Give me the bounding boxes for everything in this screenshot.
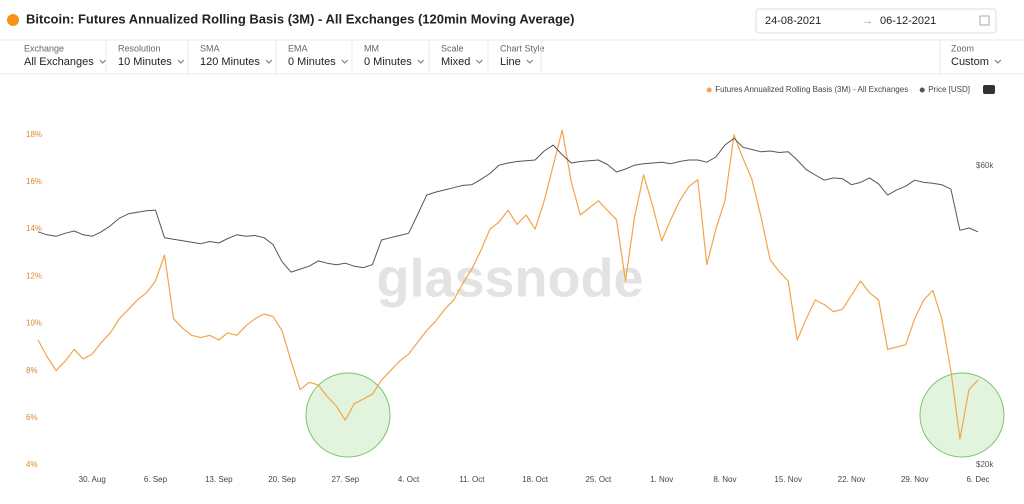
y-tick-label: 16% xyxy=(26,177,42,186)
legend-swatch xyxy=(706,87,712,93)
date-to[interactable]: 06-12-2021 xyxy=(880,15,936,27)
control-value[interactable]: 0 Minutes xyxy=(288,56,336,68)
calendar-icon[interactable] xyxy=(979,15,990,26)
dropdown-caret xyxy=(99,59,107,64)
highlight-circle xyxy=(919,372,1005,458)
control-value[interactable]: 10 Minutes xyxy=(118,56,172,68)
dropdown-caret xyxy=(994,59,1002,64)
y-tick-label: 8% xyxy=(26,366,38,375)
date-range[interactable] xyxy=(755,8,997,34)
y2-tick-label: $60k xyxy=(976,161,994,170)
x-tick-label: 15. Nov xyxy=(774,475,802,484)
y-tick-label: 6% xyxy=(26,413,38,422)
camera-icon[interactable] xyxy=(983,85,995,94)
x-tick-label: 20. Sep xyxy=(268,475,296,484)
series-line xyxy=(37,129,979,440)
x-tick-label: 6. Sep xyxy=(144,475,168,484)
x-tick-label: 6. Dec xyxy=(966,475,989,484)
x-tick-label: 30. Aug xyxy=(79,475,106,484)
control-label: SMA xyxy=(200,43,220,53)
x-tick-label: 22. Nov xyxy=(838,475,866,484)
control-label: Resolution xyxy=(118,43,161,53)
watermark: glassnode xyxy=(376,248,643,308)
y2-tick-label: $20k xyxy=(976,460,994,469)
control-value[interactable]: Mixed xyxy=(441,56,470,68)
chart-title: Bitcoin: Futures Annualized Rolling Basi… xyxy=(26,11,575,26)
dropdown-caret xyxy=(177,59,185,64)
x-tick-label: 11. Oct xyxy=(459,475,485,484)
y-tick-label: 18% xyxy=(26,130,42,139)
date-from[interactable]: 24-08-2021 xyxy=(765,15,821,27)
dropdown-caret xyxy=(475,59,483,64)
control-value[interactable]: 120 Minutes xyxy=(200,56,260,68)
y-tick-label: 12% xyxy=(26,271,42,280)
control-value[interactable]: All Exchanges xyxy=(24,56,94,68)
x-tick-label: 25. Oct xyxy=(585,475,612,484)
x-tick-label: 13. Sep xyxy=(205,475,233,484)
control-label: EMA xyxy=(288,43,308,53)
x-tick-label: 29. Nov xyxy=(901,475,929,484)
control-value[interactable]: Line xyxy=(500,56,521,68)
x-tick-label: 4. Oct xyxy=(398,475,420,484)
y-tick-label: 4% xyxy=(26,460,38,469)
date-arrow: → xyxy=(862,15,873,27)
x-tick-label: 8. Nov xyxy=(713,475,736,484)
legend-swatch xyxy=(919,87,925,93)
y-tick-label: 10% xyxy=(26,319,42,328)
legend-label[interactable]: Futures Annualized Rolling Basis (3M) - … xyxy=(715,85,908,94)
control-value[interactable]: Custom xyxy=(951,56,989,68)
control-value[interactable]: 0 Minutes xyxy=(364,56,412,68)
control-label: MM xyxy=(364,43,379,53)
control-label: Zoom xyxy=(951,43,974,53)
x-tick-label: 27. Sep xyxy=(332,475,360,484)
dropdown-caret xyxy=(341,59,349,64)
dropdown-caret xyxy=(526,59,534,64)
x-tick-label: 18. Oct xyxy=(522,475,549,484)
series-line xyxy=(37,137,979,273)
x-tick-label: 1. Nov xyxy=(650,475,673,484)
dropdown-caret xyxy=(265,59,273,64)
control-label: Scale xyxy=(441,43,464,53)
control-label: Exchange xyxy=(24,43,64,53)
dropdown-caret xyxy=(417,59,425,64)
y-tick-label: 14% xyxy=(26,224,42,233)
control-label: Chart Style xyxy=(500,43,545,53)
bitcoin-icon xyxy=(7,14,19,26)
legend-label[interactable]: Price [USD] xyxy=(928,85,970,94)
